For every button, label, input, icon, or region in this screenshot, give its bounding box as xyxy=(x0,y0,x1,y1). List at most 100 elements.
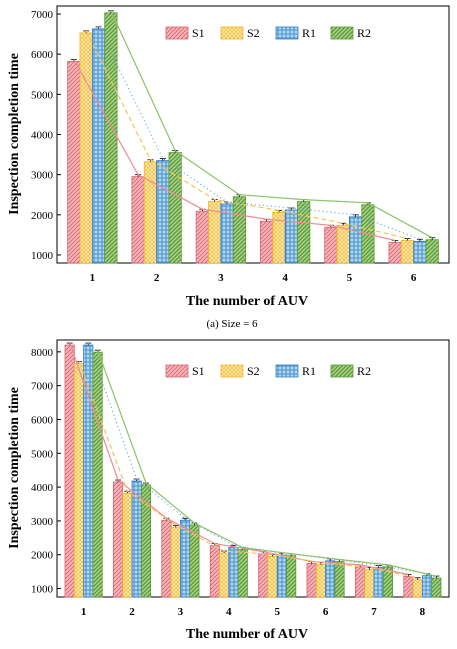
trend-line-s2 xyxy=(78,361,418,579)
bar-s1 xyxy=(64,344,75,598)
bar-s1 xyxy=(131,176,145,264)
x-tick-label: 2 xyxy=(129,606,135,618)
y-axis-title: Inspection completion time xyxy=(7,387,22,549)
bar-s1 xyxy=(354,566,366,598)
bar-s1 xyxy=(112,481,124,598)
trend-line-r1 xyxy=(97,26,421,240)
figure-caption: (a) Size = 6 xyxy=(206,318,258,330)
trend-line-r1 xyxy=(87,342,428,575)
x-tick-label: 8 xyxy=(420,606,426,618)
y-tick-label: 2000 xyxy=(31,210,54,222)
x-tick-label: 5 xyxy=(347,272,353,284)
bar-r2 xyxy=(104,12,118,264)
legend-swatch-s2 xyxy=(220,26,244,40)
y-tick-label: 4000 xyxy=(31,482,54,494)
y-tick-label: 2000 xyxy=(31,550,54,562)
bar-s2 xyxy=(336,224,350,264)
bar-r1 xyxy=(276,554,287,598)
plot-frame xyxy=(56,339,450,598)
legend-label-r1: R1 xyxy=(302,26,316,40)
bar-r1 xyxy=(284,209,298,264)
legend-label-s2: S2 xyxy=(247,26,260,40)
x-tick-label: 3 xyxy=(178,606,184,618)
x-tick-label: 1 xyxy=(81,606,87,618)
x-tick-label: 6 xyxy=(323,606,329,618)
bar-r1 xyxy=(421,575,433,598)
bar-s2 xyxy=(400,240,415,264)
x-tick-label: 4 xyxy=(282,272,288,284)
x-tick-label: 4 xyxy=(226,606,232,618)
y-axis-title: Inspection completion time xyxy=(7,53,22,215)
x-tick-label: 5 xyxy=(274,606,280,618)
legend-swatch-s1 xyxy=(165,364,189,378)
chart-size-6: 1000 2000 3000 4000 5000 6000 7000 1 2 3 4 5 6 S1 S2 R1… xyxy=(7,5,450,330)
bar-r1 xyxy=(131,480,142,598)
bar-r2 xyxy=(168,152,182,264)
bar-r1 xyxy=(83,344,94,598)
bar-r1 xyxy=(91,28,106,264)
x-tick-label: 3 xyxy=(218,272,224,284)
bar-s1 xyxy=(403,575,414,598)
chart-size-8: 1000 2000 3000 4000 5000 6000 7000 8000 1 2 3 4 5 6 7 8… xyxy=(7,339,450,642)
legend-swatch-r1 xyxy=(275,26,299,40)
y-tick-label: 4000 xyxy=(31,130,54,142)
bar-s1 xyxy=(209,545,220,598)
x-tick-label: 7 xyxy=(371,606,377,618)
y-tick-label: 3000 xyxy=(31,516,54,528)
bar-s2 xyxy=(170,526,181,598)
bar-r2 xyxy=(334,561,345,598)
bar-r1 xyxy=(373,567,384,598)
bar-s2 xyxy=(364,569,375,598)
bar-r2 xyxy=(297,201,311,264)
bar-s2 xyxy=(122,492,133,598)
trend-line-s2 xyxy=(85,30,408,240)
trend-line-s1 xyxy=(73,59,396,242)
bar-r2 xyxy=(286,555,297,598)
legend-swatch-r1 xyxy=(275,364,299,378)
legend-swatch-r2 xyxy=(330,26,354,40)
legend-swatch-s1 xyxy=(165,26,189,40)
x-tick-label: 1 xyxy=(90,272,96,284)
bar-r2 xyxy=(431,577,442,598)
x-axis-title: The number of AUV xyxy=(186,627,308,642)
legend-label-r2: R2 xyxy=(357,364,371,378)
y-tick-label: 7000 xyxy=(31,9,54,21)
bar-s2 xyxy=(73,363,85,598)
bar-s1 xyxy=(324,226,338,264)
bar-r1 xyxy=(413,240,427,264)
bar-r2 xyxy=(425,239,439,264)
bar-s2 xyxy=(79,32,93,264)
bar-r2 xyxy=(237,549,248,598)
legend-label-s2: S2 xyxy=(247,364,260,378)
legend-label-s1: S1 xyxy=(192,364,205,378)
bar-r1 xyxy=(348,216,363,264)
bar-s2 xyxy=(412,579,423,598)
bar-r2 xyxy=(92,351,103,598)
legend-label-r1: R1 xyxy=(302,364,316,378)
y-tick-label: 8000 xyxy=(31,347,54,359)
legend-swatch-r2 xyxy=(330,364,354,378)
y-tick-label: 3000 xyxy=(31,170,54,182)
y-tick-label: 6000 xyxy=(31,49,54,61)
bar-s1 xyxy=(388,242,402,264)
y-tick-label: 1000 xyxy=(31,250,54,262)
bar-s2 xyxy=(219,552,230,598)
y-tick-label: 5000 xyxy=(31,448,54,460)
bar-s1 xyxy=(67,61,81,264)
bar-s1 xyxy=(161,519,172,598)
legend-label-s1: S1 xyxy=(192,26,205,40)
bar-r1 xyxy=(228,546,239,598)
bar-r2 xyxy=(232,196,246,264)
y-tick-label: 6000 xyxy=(31,414,54,426)
y-tick-label: 5000 xyxy=(31,89,54,101)
bar-s2 xyxy=(315,564,326,598)
trend-line-s1 xyxy=(69,342,409,575)
bar-r1 xyxy=(325,560,336,598)
bar-s1 xyxy=(258,553,269,598)
y-tick-label: 7000 xyxy=(31,381,54,393)
x-tick-label: 6 xyxy=(411,272,417,284)
y-tick-label: 1000 xyxy=(31,584,54,596)
x-tick-label: 2 xyxy=(154,272,160,284)
